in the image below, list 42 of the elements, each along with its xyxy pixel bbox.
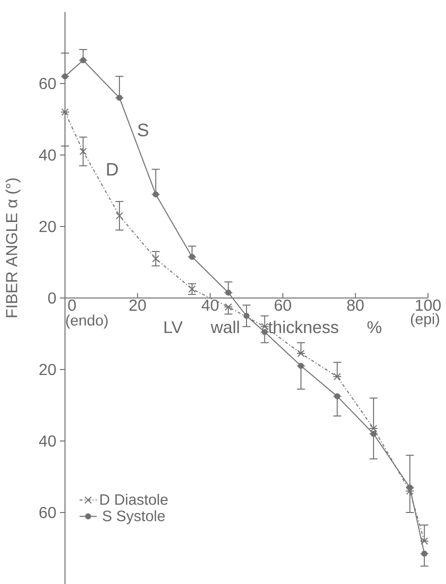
point (116, 94, 122, 101)
y-tick-label: 20 (39, 364, 56, 376)
annotation: S (138, 124, 148, 136)
point (421, 550, 428, 557)
point (116, 212, 124, 220)
x-tick-label: 100 (416, 300, 441, 311)
point (334, 372, 341, 380)
y-tick-label: 40 (39, 435, 56, 447)
point (189, 254, 196, 260)
point (152, 254, 160, 262)
y-tick-label: 60 (39, 506, 56, 518)
x-tick-label: 20 (130, 300, 146, 311)
point (188, 285, 196, 293)
point (370, 424, 378, 432)
point (225, 290, 232, 296)
x-tick-label: 40 (202, 300, 218, 311)
x-tick-label: 60 (274, 300, 292, 311)
annotation: D (107, 163, 118, 176)
point (79, 148, 87, 156)
point (420, 537, 428, 545)
y-tick-label: 40 (39, 149, 56, 161)
legend-label: S Systole (102, 510, 165, 524)
point (61, 108, 69, 116)
annotation: (epi) (410, 313, 440, 328)
legend-label: D Diastole (100, 494, 168, 505)
point (334, 393, 340, 400)
x-tick-label: 0 (68, 300, 76, 311)
point (260, 322, 268, 330)
point (224, 303, 232, 311)
point (62, 73, 68, 80)
x-axis-title: LV wall thickness % (164, 320, 382, 334)
point (80, 57, 86, 64)
annotation: (endo) (66, 314, 108, 329)
y-tick-label: 20 (39, 220, 56, 232)
y-axis-title: FIBER ANGLE α (°) (6, 178, 20, 318)
point (243, 312, 250, 319)
point (152, 191, 159, 198)
x-tick-label: 80 (347, 300, 364, 311)
point (406, 484, 413, 490)
y-tick-label: 60 (39, 78, 56, 90)
point (298, 362, 304, 369)
point (297, 350, 305, 358)
